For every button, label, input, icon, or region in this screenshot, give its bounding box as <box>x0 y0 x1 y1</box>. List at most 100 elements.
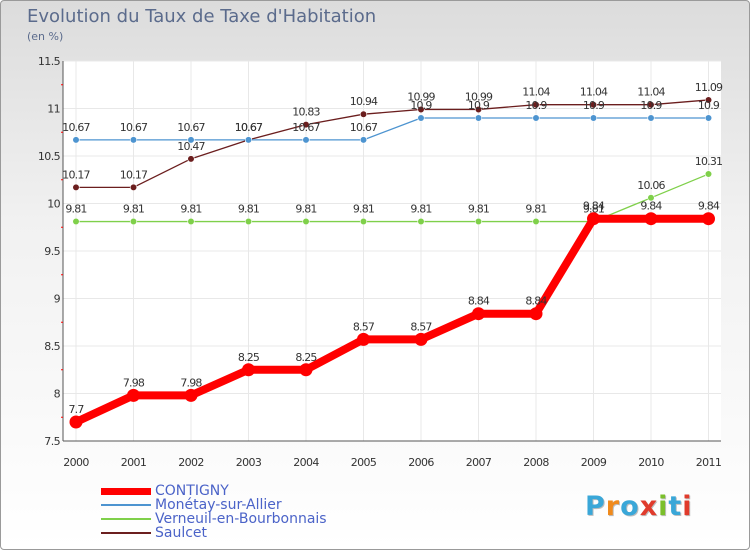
data-point-monetay <box>417 114 425 122</box>
data-point-saulcet <box>129 183 138 191</box>
data-point-saulcet <box>532 101 540 109</box>
logo-letter: i <box>658 491 669 522</box>
data-label-saulcet: 11.04 <box>637 86 665 99</box>
data-label-saulcet: 11.04 <box>580 86 608 99</box>
data-point-saulcet <box>302 121 310 129</box>
legend-label-contigny: CONTIGNY <box>155 483 229 499</box>
data-label-verneuil: 9.81 <box>583 203 604 216</box>
x-tick-label: 2009 <box>581 456 607 469</box>
y-tick-label: 11.5 <box>38 55 61 68</box>
series-line-contigny <box>72 214 713 426</box>
data-point-saulcet <box>474 105 483 114</box>
data-label-monetay: 10.67 <box>235 121 263 134</box>
data-point-saulcet <box>359 110 368 118</box>
data-label-contigny: 8.25 <box>238 351 260 364</box>
logo-letter: i <box>682 491 693 522</box>
data-point-verneuil <box>417 217 425 226</box>
x-tick-label: 2003 <box>236 456 262 469</box>
legend-swatch-monetay <box>101 504 151 506</box>
data-point-contigny <box>127 388 140 402</box>
data-point-monetay <box>474 114 483 122</box>
data-point-contigny <box>702 212 715 226</box>
data-label-verneuil: 10.06 <box>637 179 665 192</box>
chart-subtitle: (en %) <box>27 30 64 43</box>
data-label-monetay: 10.9 <box>583 99 605 112</box>
data-point-saulcet <box>72 183 80 191</box>
data-point-saulcet <box>647 101 655 109</box>
y-tick-label: 7.5 <box>44 435 60 448</box>
data-label-monetay: 10.9 <box>525 99 547 112</box>
data-point-contigny <box>644 212 658 226</box>
data-point-verneuil <box>704 170 713 178</box>
data-point-contigny <box>472 307 485 321</box>
data-point-verneuil <box>187 217 195 226</box>
legend-swatch-contigny <box>101 487 151 495</box>
legend-item-saulcet: Saulcet <box>101 525 361 542</box>
data-label-verneuil: 9.81 <box>295 203 316 216</box>
data-label-contigny: 9.84 <box>640 200 662 213</box>
data-label-monetay: 10.9 <box>698 99 720 112</box>
data-point-verneuil <box>647 194 655 202</box>
data-point-verneuil <box>72 217 80 226</box>
data-label-monetay: 10.67 <box>62 121 90 134</box>
data-point-verneuil <box>302 217 310 226</box>
data-point-verneuil <box>129 217 138 226</box>
data-label-saulcet: 10.83 <box>292 106 320 119</box>
y-tick-label: 8 <box>54 388 61 401</box>
data-point-monetay <box>187 136 195 144</box>
data-point-contigny <box>414 332 428 346</box>
data-label-saulcet: 10.99 <box>465 90 493 103</box>
y-tick-label: 10.5 <box>38 150 61 163</box>
data-point-verneuil <box>474 217 483 226</box>
data-point-contigny <box>69 415 83 429</box>
legend-label-monetay: Monétay-sur-Allier <box>155 497 282 513</box>
data-point-saulcet <box>589 101 598 109</box>
data-label-verneuil: 9.81 <box>525 203 546 216</box>
data-label-saulcet: 10.94 <box>350 95 378 108</box>
data-label-monetay: 10.9 <box>410 99 432 112</box>
x-tick-label: 2010 <box>638 456 664 469</box>
legend-item-monetay: Monétay-sur-Allier <box>101 497 361 514</box>
data-point-saulcet <box>187 155 195 163</box>
data-label-verneuil: 9.81 <box>65 203 86 216</box>
data-label-contigny: 8.57 <box>353 320 375 333</box>
data-label-monetay: 10.9 <box>468 99 490 112</box>
logo-letter: x <box>639 491 659 522</box>
legend-item-contigny: CONTIGNY <box>101 483 361 500</box>
data-point-saulcet <box>417 105 425 114</box>
data-label-verneuil: 9.81 <box>238 203 259 216</box>
data-label-verneuil: 9.81 <box>353 203 374 216</box>
y-tick-label: 11 <box>47 103 60 116</box>
data-label-contigny: 9.84 <box>583 200 605 213</box>
data-point-monetay <box>704 114 713 122</box>
y-tick-label: 9.5 <box>44 245 60 258</box>
data-label-monetay: 10.67 <box>350 121 378 134</box>
data-label-verneuil: 9.81 <box>123 203 144 216</box>
data-point-saulcet <box>704 96 713 104</box>
data-label-saulcet: 10.99 <box>407 90 435 103</box>
data-label-monetay: 10.67 <box>292 121 320 134</box>
logo-letter: r <box>605 491 621 522</box>
x-tick-label: 2002 <box>178 456 204 469</box>
data-label-contigny: 8.57 <box>410 320 432 333</box>
legend-label-saulcet: Saulcet <box>155 525 208 541</box>
data-label-saulcet: 11.04 <box>522 86 550 99</box>
data-point-contigny <box>529 307 543 321</box>
logo-letter: o <box>620 491 640 522</box>
data-point-verneuil <box>359 217 368 226</box>
data-label-contigny: 7.98 <box>123 376 145 389</box>
data-point-verneuil <box>244 217 253 226</box>
x-tick-label: 2011 <box>696 456 722 469</box>
series-line-monetay <box>75 117 710 141</box>
x-tick-label: 2008 <box>523 456 549 469</box>
data-label-contigny: 8.84 <box>468 295 490 308</box>
data-label-saulcet: 11.09 <box>695 81 723 94</box>
proxiti-logo: Proxiti <box>585 491 693 522</box>
data-label-verneuil: 9.81 <box>410 203 431 216</box>
data-label-verneuil: 9.81 <box>180 203 201 216</box>
legend-label-verneuil: Verneuil-en-Bourbonnais <box>155 511 327 527</box>
data-point-monetay <box>647 114 655 122</box>
data-label-verneuil: 10.31 <box>695 155 723 168</box>
